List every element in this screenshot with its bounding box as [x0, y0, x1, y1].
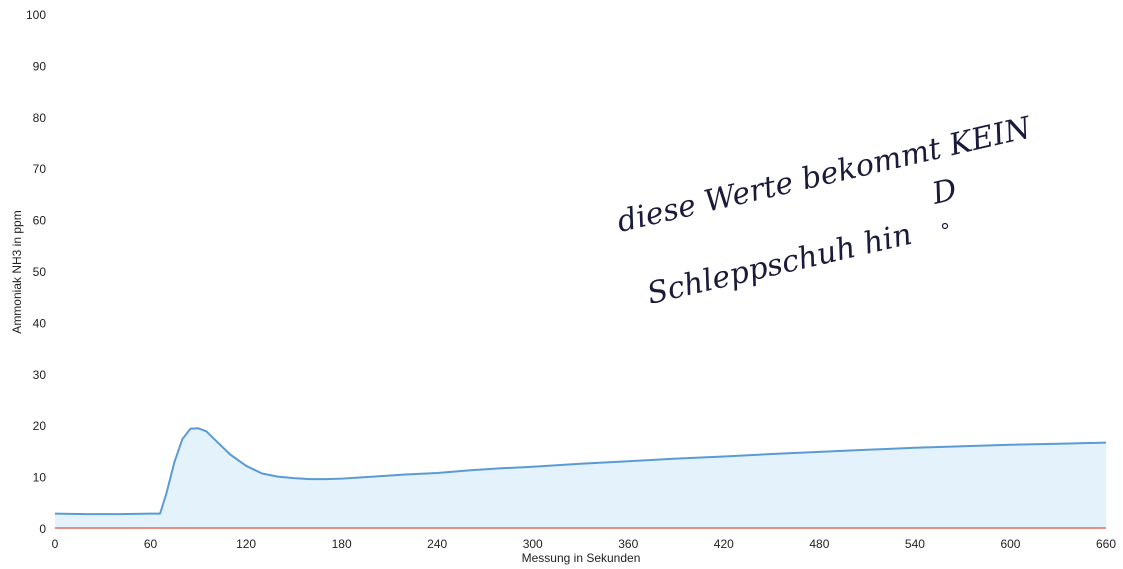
- y-axis: 0 10 20 30 40 50 60 70 80 90 100: [26, 8, 46, 536]
- y-axis-title: Ammoniak NH3 in ppm: [10, 210, 24, 333]
- x-tick-label: 60: [144, 537, 158, 551]
- x-tick-label: 300: [523, 537, 543, 551]
- y-tick-label: 50: [33, 265, 47, 279]
- x-tick-label: 420: [714, 537, 734, 551]
- x-tick-label: 180: [332, 537, 352, 551]
- x-axis-title: Messung in Sekunden: [522, 551, 641, 565]
- handwritten-note-line-2: Schleppschuh hin: [644, 217, 915, 312]
- plot-area: [54, 427, 1107, 529]
- x-tick-label: 240: [427, 537, 447, 551]
- handwritten-note-dot: [941, 222, 949, 230]
- y-tick-label: 0: [39, 522, 46, 536]
- y-tick-label: 90: [33, 59, 47, 73]
- y-tick-label: 100: [26, 8, 46, 22]
- y-tick-label: 70: [33, 162, 47, 176]
- handwritten-note-mark: D: [928, 172, 960, 212]
- handwritten-note: diese Werte bekommt KEIN Schleppschuh hi…: [614, 110, 1036, 312]
- y-tick-label: 80: [33, 111, 47, 125]
- y-tick-label: 40: [33, 316, 47, 330]
- x-tick-label: 360: [618, 537, 638, 551]
- x-tick-label: 0: [52, 537, 59, 551]
- y-tick-label: 30: [33, 368, 47, 382]
- x-tick-label: 660: [1096, 537, 1116, 551]
- x-tick-label: 120: [236, 537, 256, 551]
- x-tick-label: 600: [1000, 537, 1020, 551]
- y-tick-label: 20: [33, 419, 47, 433]
- y-tick-label: 10: [33, 471, 47, 485]
- series-line-ammonia: [54, 427, 1107, 516]
- y-tick-label: 60: [33, 214, 47, 228]
- x-axis: 0 60 120 180 240 300 360 420 480 540 600 660: [52, 537, 1117, 551]
- series-area-fill: [55, 428, 1106, 529]
- x-tick-label: 480: [809, 537, 829, 551]
- handwritten-note-line-1: diese Werte bekommt KEIN: [614, 110, 1036, 240]
- x-tick-label: 540: [905, 537, 925, 551]
